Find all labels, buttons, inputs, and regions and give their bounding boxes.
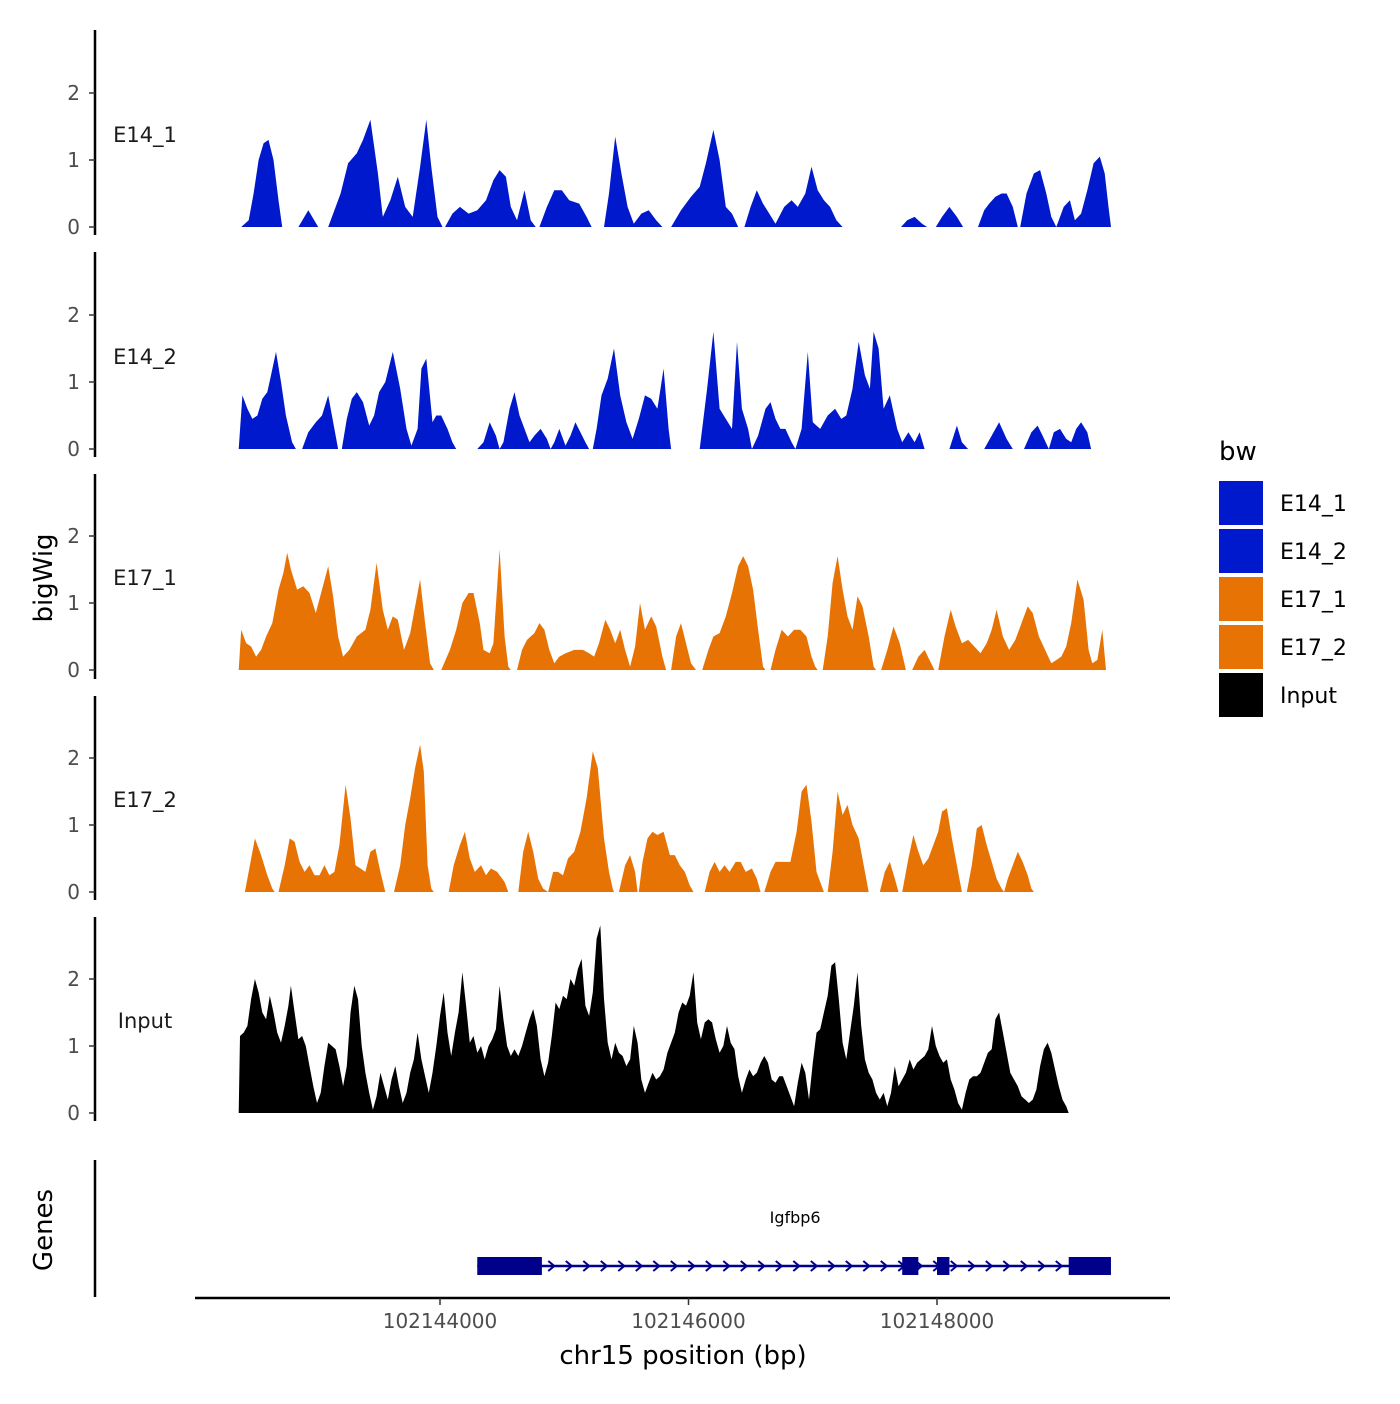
strand-arrow [757, 1260, 766, 1272]
legend: bw E14_1 E14_2 E17_1 E17_2 Input [1219, 437, 1347, 717]
coverage-area-e14-2 [238, 331, 1092, 449]
strand-arrow [827, 1260, 836, 1272]
strand-arrow [1002, 1260, 1011, 1272]
y-tick-label: 1 [67, 813, 80, 837]
legend-swatch-e14-1 [1219, 481, 1263, 525]
coverage-area-e14-1 [241, 119, 1111, 227]
y-tick-label: 0 [67, 437, 80, 461]
track-e17-1: 0 1 2 E17_1 [67, 474, 1106, 682]
strand-arrow [775, 1260, 784, 1272]
coverage-area-e17-2 [244, 744, 1034, 892]
coverage-area-input [238, 925, 1069, 1113]
y-tick-label: 1 [67, 148, 80, 172]
legend-label-e14-1: E14_1 [1280, 492, 1347, 517]
y-tick-label: 0 [67, 658, 80, 682]
gene-exon [477, 1257, 542, 1275]
coverage-area-e17-1 [238, 549, 1106, 670]
genes-track: Igfbp6 [93, 1160, 1111, 1297]
track-input: 0 1 2 Input [67, 917, 1069, 1125]
strand-arrow [740, 1260, 749, 1272]
genes-track-title: Genes [29, 1189, 59, 1271]
gene-exon [1068, 1257, 1111, 1275]
legend-swatch-e14-2 [1219, 529, 1263, 573]
y-tick-label: 1 [67, 1034, 80, 1058]
strand-arrow [845, 1260, 854, 1272]
x-tick-label: 102144000 [383, 1309, 498, 1333]
y-axis-title: bigWig [29, 533, 59, 622]
strand-arrow [1055, 1260, 1064, 1272]
strand-arrow [950, 1260, 959, 1272]
gene-exon [902, 1257, 919, 1275]
strand-arrow [722, 1260, 731, 1272]
track-label-e17-1: E17_1 [113, 566, 177, 591]
strand-arrow [705, 1260, 714, 1272]
legend-label-e17-1: E17_1 [1280, 588, 1347, 613]
strand-arrow [1037, 1260, 1046, 1272]
y-tick-label: 0 [67, 880, 80, 904]
legend-title: bw [1219, 437, 1257, 467]
y-tick-label: 0 [67, 1101, 80, 1125]
y-tick-label: 0 [67, 215, 80, 239]
y-tick-label: 2 [67, 81, 80, 105]
x-tick-label: 102148000 [880, 1309, 995, 1333]
legend-swatch-e17-1 [1219, 577, 1263, 621]
strand-arrow [652, 1260, 661, 1272]
legend-swatch-input [1219, 673, 1263, 717]
strand-arrow [880, 1260, 889, 1272]
strand-arrow [617, 1260, 626, 1272]
strand-arrow [967, 1260, 976, 1272]
track-e17-2: 0 1 2 E17_2 [67, 696, 1034, 904]
strand-arrow [565, 1260, 574, 1272]
track-e14-2: 0 1 2 E14_2 [67, 252, 1092, 461]
strand-arrow [600, 1260, 609, 1272]
legend-swatch-e17-2 [1219, 625, 1263, 669]
strand-arrow [670, 1260, 679, 1272]
strand-arrow [985, 1260, 994, 1272]
legend-label-input: Input [1280, 684, 1337, 709]
strand-arrow [687, 1260, 696, 1272]
strand-arrow [1020, 1260, 1029, 1272]
track-label-e17-2: E17_2 [113, 788, 177, 813]
y-tick-label: 1 [67, 591, 80, 615]
x-axis-title: chr15 position (bp) [559, 1341, 806, 1371]
legend-label-e17-2: E17_2 [1280, 636, 1347, 661]
y-tick-label: 1 [67, 370, 80, 394]
strand-arrow [792, 1260, 801, 1272]
coverage-tracks: 0 1 2 E14_1 0 1 2 E14_2 0 1 2 E17_1 0 1 2 E17_2 0 1 2 Input [67, 30, 1111, 1125]
y-tick-label: 2 [67, 524, 80, 548]
track-label-input: Input [118, 1009, 172, 1033]
y-tick-label: 2 [67, 303, 80, 327]
strand-arrow [635, 1260, 644, 1272]
x-tick-label: 102146000 [631, 1309, 746, 1333]
strand-arrow [810, 1260, 819, 1272]
y-tick-label: 2 [67, 746, 80, 770]
strand-arrow [582, 1260, 591, 1272]
track-label-e14-2: E14_2 [113, 345, 177, 370]
y-tick-label: 2 [67, 967, 80, 991]
x-axis: 102144000 102146000 102148000 [195, 1296, 1170, 1333]
legend-label-e14-2: E14_2 [1280, 540, 1347, 565]
gene-exon [937, 1257, 950, 1275]
gene-name-label: Igfbp6 [770, 1208, 821, 1227]
strand-arrow [547, 1260, 556, 1272]
track-label-e14-1: E14_1 [113, 123, 177, 148]
track-e14-1: 0 1 2 E14_1 [67, 30, 1111, 239]
strand-arrow [862, 1260, 871, 1272]
